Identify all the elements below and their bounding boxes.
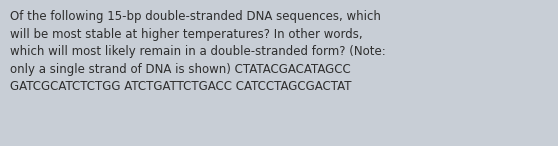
Text: Of the following 15-bp double-stranded DNA sequences, which
will be most stable : Of the following 15-bp double-stranded D… [10,10,386,93]
